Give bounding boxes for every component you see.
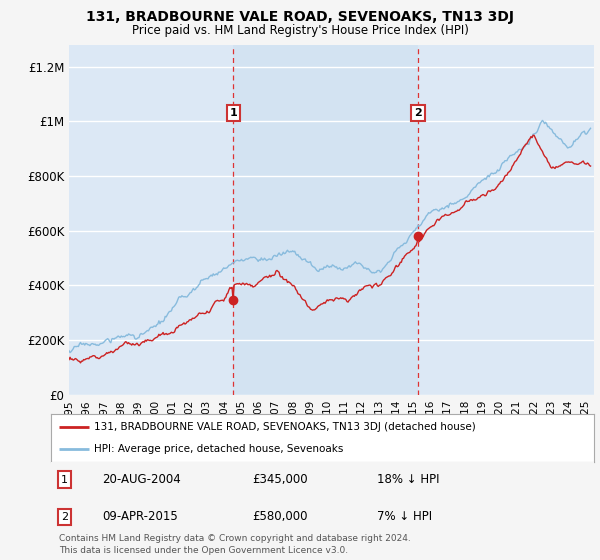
Text: Contains HM Land Registry data © Crown copyright and database right 2024.
This d: Contains HM Land Registry data © Crown c… (59, 534, 411, 555)
Text: HPI: Average price, detached house, Sevenoaks: HPI: Average price, detached house, Seve… (94, 444, 344, 454)
Text: 09-APR-2015: 09-APR-2015 (103, 510, 178, 524)
Text: 20-AUG-2004: 20-AUG-2004 (103, 473, 181, 486)
Text: 131, BRADBOURNE VALE ROAD, SEVENOAKS, TN13 3DJ: 131, BRADBOURNE VALE ROAD, SEVENOAKS, TN… (86, 10, 514, 24)
Text: 18% ↓ HPI: 18% ↓ HPI (377, 473, 439, 486)
Bar (233, 45, 418, 395)
Text: Price paid vs. HM Land Registry's House Price Index (HPI): Price paid vs. HM Land Registry's House … (131, 24, 469, 36)
Text: 2: 2 (61, 512, 68, 522)
Text: 131, BRADBOURNE VALE ROAD, SEVENOAKS, TN13 3DJ (detached house): 131, BRADBOURNE VALE ROAD, SEVENOAKS, TN… (94, 422, 476, 432)
Text: 7% ↓ HPI: 7% ↓ HPI (377, 510, 432, 524)
Text: £580,000: £580,000 (252, 510, 307, 524)
Text: 1: 1 (230, 108, 237, 118)
Text: £345,000: £345,000 (252, 473, 308, 486)
Text: 2: 2 (414, 108, 422, 118)
Text: 1: 1 (61, 475, 68, 484)
